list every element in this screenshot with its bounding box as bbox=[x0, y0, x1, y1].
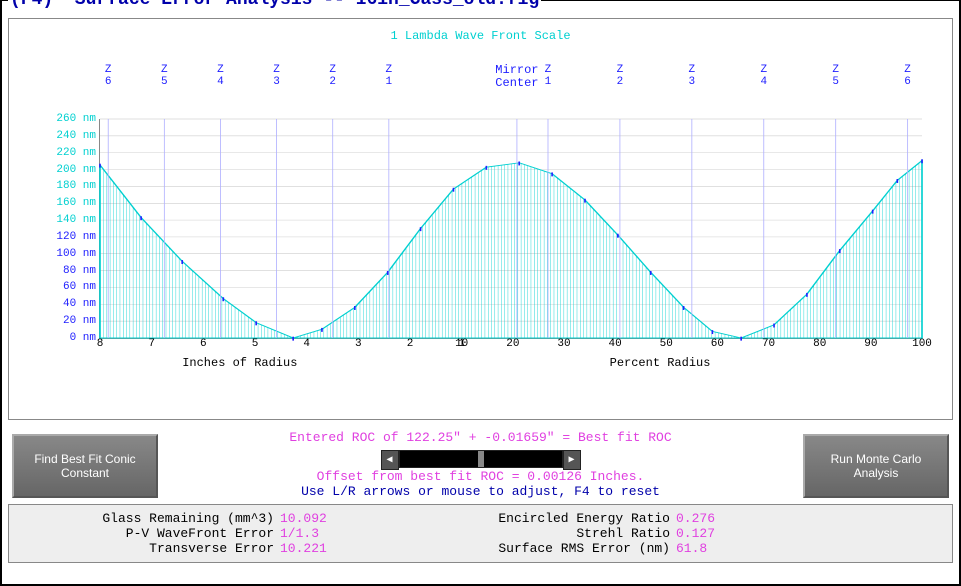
y-tick-label: 220 nm bbox=[56, 147, 96, 159]
y-tick-label: 0 nm bbox=[70, 332, 96, 344]
zone-label: Z 3 bbox=[689, 64, 696, 88]
zone-label: Z 3 bbox=[273, 64, 280, 88]
analysis-window: (F4) Surface Error Analysis -- 16in_Cass… bbox=[0, 0, 961, 586]
stat-label: Glass Remaining (mm^3) bbox=[29, 511, 274, 526]
y-tick-label: 200 nm bbox=[56, 164, 96, 176]
x-tick-label: 40 bbox=[609, 338, 622, 350]
stat-label: Strehl Ratio bbox=[370, 526, 670, 541]
stats-row: Transverse Error10.221Surface RMS Error … bbox=[29, 541, 932, 556]
y-tick-label: 260 nm bbox=[56, 113, 96, 125]
x-tick-label: 4 bbox=[303, 338, 310, 350]
x-tick-label: 30 bbox=[557, 338, 570, 350]
stat-value: 0.276 bbox=[670, 511, 766, 526]
stats-row: P-V WaveFront Error1/1.3Strehl Ratio0.12… bbox=[29, 526, 932, 541]
x-tick-label: 6 bbox=[200, 338, 207, 350]
zone-label: Z 6 bbox=[105, 64, 112, 88]
mirror-center-label: Mirror Center bbox=[495, 64, 538, 90]
zone-label: Z 1 bbox=[386, 64, 393, 88]
x-tick-label: 60 bbox=[711, 338, 724, 350]
stat-label: Surface RMS Error (nm) bbox=[370, 541, 670, 556]
slider-track[interactable] bbox=[399, 450, 563, 468]
x-axis-left-label: Inches of Radius bbox=[182, 356, 297, 370]
plot-area: Z 6Z 5Z 4Z 3Z 2Z 1Mirror CenterZ 1Z 2Z 3… bbox=[99, 119, 922, 339]
y-tick-label: 140 nm bbox=[56, 214, 96, 226]
y-tick-label: 80 nm bbox=[63, 265, 96, 277]
slider-right-arrow[interactable]: ▶ bbox=[563, 450, 581, 470]
roc-controls: Find Best Fit Conic Constant Entered ROC… bbox=[8, 428, 953, 500]
stat-value: 0.127 bbox=[670, 526, 766, 541]
x-tick-label: 2 bbox=[407, 338, 414, 350]
stat-label: Transverse Error bbox=[29, 541, 274, 556]
x-tick-label: 7 bbox=[148, 338, 155, 350]
window-title: (F4) Surface Error Analysis -- 16in_Cass… bbox=[8, 0, 541, 10]
stat-value: 10.221 bbox=[274, 541, 370, 556]
monte-carlo-button[interactable]: Run Monte Carlo Analysis bbox=[803, 434, 949, 498]
y-tick-label: 180 nm bbox=[56, 180, 96, 192]
x-axis-right-label: Percent Radius bbox=[610, 356, 711, 370]
x-tick-label: 50 bbox=[660, 338, 673, 350]
stat-value: 61.8 bbox=[670, 541, 766, 556]
x-tick-label: 80 bbox=[813, 338, 826, 350]
slider-left-arrow[interactable]: ◀ bbox=[381, 450, 399, 470]
zone-label: Z 4 bbox=[217, 64, 224, 88]
chart-title: 1 Lambda Wave Front Scale bbox=[29, 29, 932, 43]
y-tick-label: 40 nm bbox=[63, 298, 96, 310]
y-tick-label: 240 nm bbox=[56, 130, 96, 142]
x-tick-label: 90 bbox=[864, 338, 877, 350]
x-tick-label: 70 bbox=[762, 338, 775, 350]
find-conic-button[interactable]: Find Best Fit Conic Constant bbox=[12, 434, 158, 498]
stats-row: Glass Remaining (mm^3)10.092Encircled En… bbox=[29, 511, 932, 526]
x-tick-label: 20 bbox=[506, 338, 519, 350]
stats-panel: Glass Remaining (mm^3)10.092Encircled En… bbox=[8, 504, 953, 563]
y-tick-label: 20 nm bbox=[63, 315, 96, 327]
x-tick-label: 3 bbox=[355, 338, 362, 350]
slider-thumb[interactable] bbox=[478, 451, 484, 467]
zone-label: Z 5 bbox=[161, 64, 168, 88]
zone-label: Z 1 bbox=[545, 64, 552, 88]
chart-inner: 1 Lambda Wave Front Scale Z 6Z 5Z 4Z 3Z … bbox=[29, 29, 932, 399]
y-tick-label: 100 nm bbox=[56, 248, 96, 260]
y-tick-label: 160 nm bbox=[56, 197, 96, 209]
zone-label: Z 2 bbox=[329, 64, 336, 88]
x-tick-label: 100 bbox=[912, 338, 932, 350]
stat-value: 1/1.3 bbox=[274, 526, 370, 541]
zone-label: Z 2 bbox=[617, 64, 624, 88]
x-tick-label: 5 bbox=[252, 338, 259, 350]
x-tick-label: 10 bbox=[455, 338, 468, 350]
zone-label: Z 5 bbox=[832, 64, 839, 88]
y-tick-label: 60 nm bbox=[63, 281, 96, 293]
window-title-bar: (F4) Surface Error Analysis -- 16in_Cass… bbox=[2, 0, 959, 10]
roc-slider[interactable]: ◀ ▶ bbox=[381, 450, 581, 468]
chart-panel: 1 Lambda Wave Front Scale Z 6Z 5Z 4Z 3Z … bbox=[8, 18, 953, 420]
y-tick-label: 120 nm bbox=[56, 231, 96, 243]
surface-error-curve bbox=[100, 119, 922, 338]
x-tick-label: 8 bbox=[97, 338, 104, 350]
stat-label: P-V WaveFront Error bbox=[29, 526, 274, 541]
zone-label: Z 6 bbox=[904, 64, 911, 88]
zone-label: Z 4 bbox=[760, 64, 767, 88]
stat-label: Encircled Energy Ratio bbox=[370, 511, 670, 526]
stat-value: 10.092 bbox=[274, 511, 370, 526]
